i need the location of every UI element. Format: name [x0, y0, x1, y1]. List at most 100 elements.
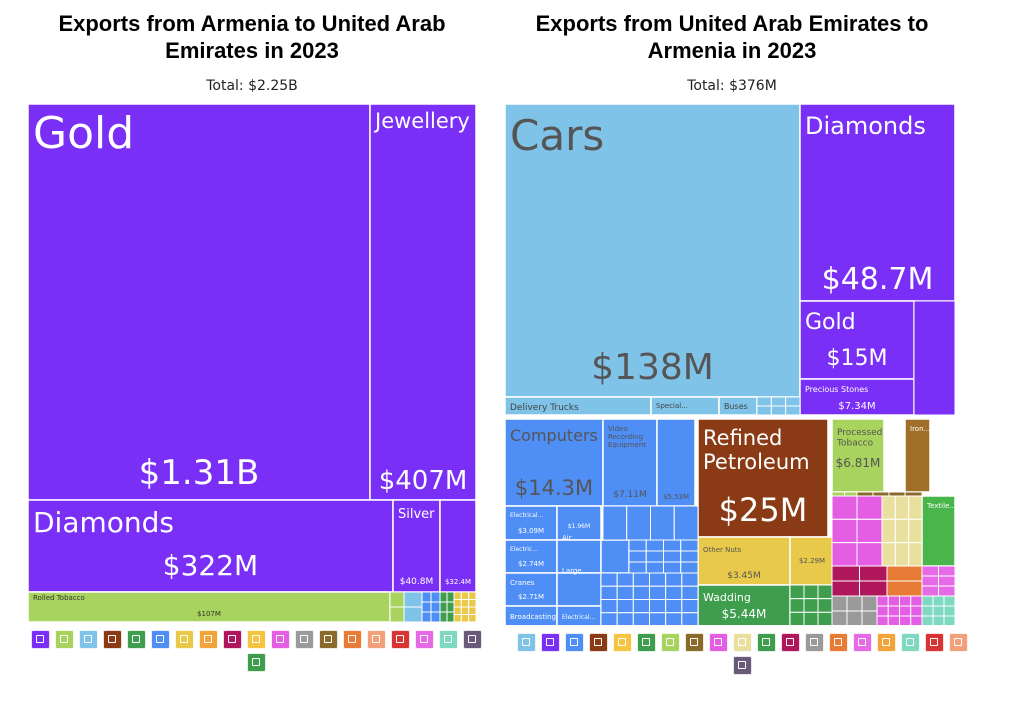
small-tile[interactable]	[421, 601, 432, 613]
easel-icon[interactable]	[462, 630, 482, 649]
tile-diamonds[interactable]: Diamonds $48.7M	[799, 103, 956, 302]
small-tile[interactable]	[632, 572, 650, 587]
small-tile[interactable]	[616, 612, 634, 625]
small-tile[interactable]	[817, 598, 833, 613]
small-tile[interactable]	[460, 591, 470, 600]
small-tile[interactable]	[910, 595, 923, 607]
small-tile[interactable]	[439, 591, 448, 603]
small-tile[interactable]	[663, 561, 682, 574]
small-tile[interactable]	[908, 542, 923, 567]
road-icon[interactable]	[78, 630, 98, 649]
small-tile[interactable]	[887, 605, 900, 617]
fruit-icon[interactable]	[246, 630, 266, 649]
small-tile[interactable]	[453, 606, 462, 615]
shirt-icon[interactable]	[126, 630, 146, 649]
small-tile[interactable]	[908, 518, 923, 544]
small-tile[interactable]	[921, 595, 934, 607]
diamond-icon[interactable]	[540, 633, 560, 652]
small-tile[interactable]	[876, 605, 889, 617]
small-tile[interactable]	[910, 605, 923, 617]
tile-other-nuts[interactable]: Other Nuts $3.45M	[697, 536, 791, 586]
small-tile[interactable]	[846, 610, 863, 625]
small-tile[interactable]	[673, 505, 699, 541]
tile-buses[interactable]: Buses	[718, 396, 758, 416]
hide-icon[interactable]	[948, 633, 968, 652]
small-tile[interactable]	[831, 518, 858, 544]
small-tile[interactable]	[789, 598, 805, 613]
document-icon[interactable]	[732, 633, 752, 652]
shoe-icon[interactable]	[246, 653, 266, 672]
small-tile[interactable]	[789, 584, 805, 600]
small-tile[interactable]	[876, 595, 889, 607]
small-tile[interactable]	[921, 585, 939, 597]
small-tile[interactable]	[430, 601, 441, 613]
ticket-icon[interactable]	[924, 633, 944, 652]
small-tile[interactable]	[600, 572, 618, 587]
small-tile[interactable]	[856, 542, 883, 567]
small-tile[interactable]	[460, 599, 470, 608]
small-tile[interactable]	[446, 601, 455, 613]
small-tile[interactable]	[421, 591, 432, 603]
small-tile[interactable]	[665, 612, 683, 625]
wheat-icon[interactable]	[54, 630, 74, 649]
small-tile[interactable]	[649, 572, 667, 587]
small-tile[interactable]	[681, 612, 699, 625]
small-tile[interactable]	[861, 595, 878, 612]
small-tile[interactable]	[628, 561, 647, 574]
small-tile[interactable]	[681, 585, 699, 600]
small-tile[interactable]	[628, 550, 647, 563]
tile-air[interactable]: Air...	[556, 534, 602, 574]
small-tile[interactable]	[403, 606, 423, 623]
small-tile[interactable]	[680, 550, 699, 563]
small-tile[interactable]	[938, 585, 956, 597]
small-tile[interactable]	[626, 505, 651, 541]
small-tile[interactable]	[770, 396, 787, 407]
small-tile[interactable]	[756, 405, 772, 416]
tile-broadcasting[interactable]: Broadcasting...	[504, 605, 563, 625]
small-tile[interactable]	[439, 611, 448, 623]
small-tile[interactable]	[932, 615, 945, 625]
tile-value-32-4m[interactable]: $32.4M	[439, 499, 477, 593]
small-tile[interactable]	[894, 495, 910, 520]
recycle-icon[interactable]	[414, 630, 434, 649]
small-tile[interactable]	[831, 565, 860, 582]
small-tile[interactable]	[403, 591, 423, 608]
small-tile[interactable]	[632, 599, 650, 614]
small-tile[interactable]	[943, 595, 956, 607]
small-tile[interactable]	[681, 572, 699, 587]
anvil-icon[interactable]	[318, 630, 338, 649]
small-tile[interactable]	[453, 591, 462, 600]
shoe-icon[interactable]	[756, 633, 776, 652]
small-tile[interactable]	[932, 605, 945, 617]
small-tile[interactable]	[921, 565, 939, 577]
tile-value-1-96m[interactable]: $1.96M	[556, 505, 602, 541]
small-tile[interactable]	[645, 539, 664, 552]
diamond-icon[interactable]	[30, 630, 50, 649]
small-tile[interactable]	[859, 565, 888, 582]
small-tile[interactable]	[616, 585, 634, 600]
small-tile[interactable]	[645, 550, 664, 563]
tile-electrical[interactable]: Electrical... $3.09M	[504, 505, 558, 541]
tile-wadding[interactable]: Wadding $5.44M	[697, 584, 791, 625]
small-tile[interactable]	[846, 595, 863, 612]
fruit-icon[interactable]	[612, 633, 632, 652]
small-tile[interactable]	[876, 615, 889, 625]
tile-audio[interactable]: Audio...	[600, 535, 630, 574]
small-tile[interactable]	[894, 518, 910, 544]
tile-gold[interactable]: Gold $15M	[799, 300, 915, 380]
box-icon[interactable]	[294, 630, 314, 649]
tile-diamonds[interactable]: Diamonds $322M	[27, 499, 394, 593]
small-tile[interactable]	[600, 612, 618, 625]
small-tile[interactable]	[803, 611, 819, 625]
wheat-icon[interactable]	[660, 633, 680, 652]
small-tile[interactable]	[831, 610, 848, 625]
small-tile[interactable]	[649, 599, 667, 614]
tile-cranes[interactable]: Cranes $2.71M	[504, 572, 558, 607]
tile-special[interactable]: Special...	[650, 396, 720, 416]
tile-large[interactable]: Large...	[556, 567, 602, 607]
small-tile[interactable]	[921, 615, 934, 625]
small-tile[interactable]	[943, 615, 956, 625]
animal-icon[interactable]	[438, 630, 458, 649]
tile-value-2-29m[interactable]: $2.29M	[789, 536, 835, 586]
